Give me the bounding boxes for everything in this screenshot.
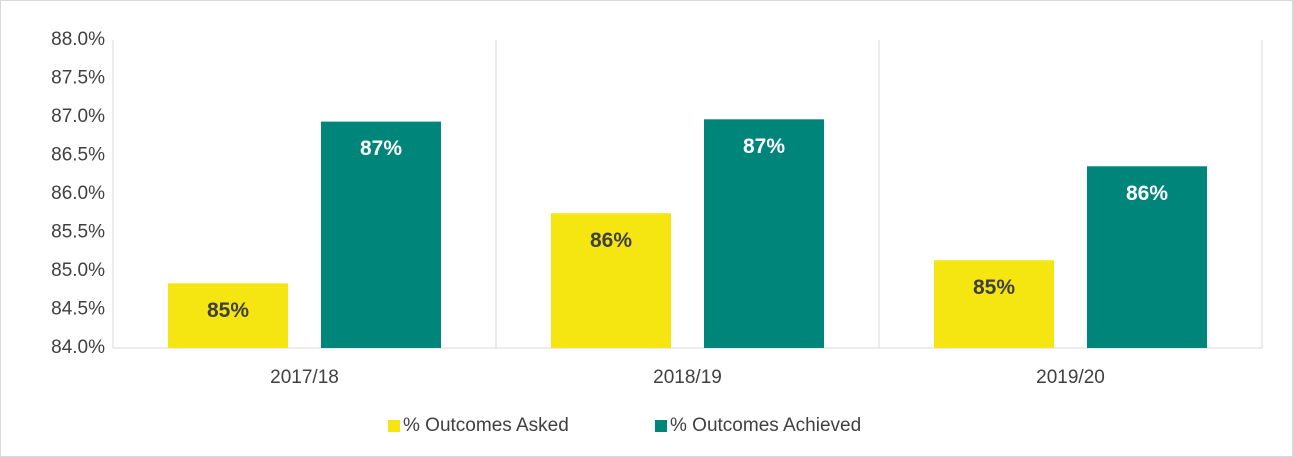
- data-label: 86%: [1126, 182, 1168, 205]
- data-label: 87%: [360, 137, 402, 160]
- legend-swatch: [388, 420, 400, 432]
- legend-label: % Outcomes Asked: [403, 415, 569, 436]
- y-tick-label: 87.0%: [51, 106, 105, 127]
- data-label: 85%: [973, 276, 1015, 299]
- data-label: 87%: [743, 135, 785, 158]
- x-tick-label: 2019/20: [1036, 367, 1105, 388]
- bar: [704, 119, 824, 348]
- x-tick-label: 2018/19: [653, 367, 722, 388]
- bar: [551, 213, 671, 348]
- y-tick-label: 86.0%: [51, 183, 105, 204]
- x-tick-label: 2017/18: [270, 367, 339, 388]
- y-tick-label: 85.0%: [51, 260, 105, 281]
- legend-label: % Outcomes Achieved: [670, 415, 861, 436]
- data-label: 86%: [590, 229, 632, 252]
- bar: [168, 283, 288, 348]
- y-tick-label: 88.0%: [51, 29, 105, 50]
- legend-swatch: [655, 420, 667, 432]
- bar: [1087, 166, 1207, 348]
- y-tick-label: 85.5%: [51, 222, 105, 243]
- y-tick-label: 84.0%: [51, 337, 105, 358]
- y-tick-label: 84.5%: [51, 299, 105, 320]
- y-tick-label: 86.5%: [51, 145, 105, 166]
- y-tick-label: 87.5%: [51, 68, 105, 89]
- bar: [934, 260, 1054, 348]
- data-label: 85%: [207, 299, 249, 322]
- bar: [321, 121, 441, 349]
